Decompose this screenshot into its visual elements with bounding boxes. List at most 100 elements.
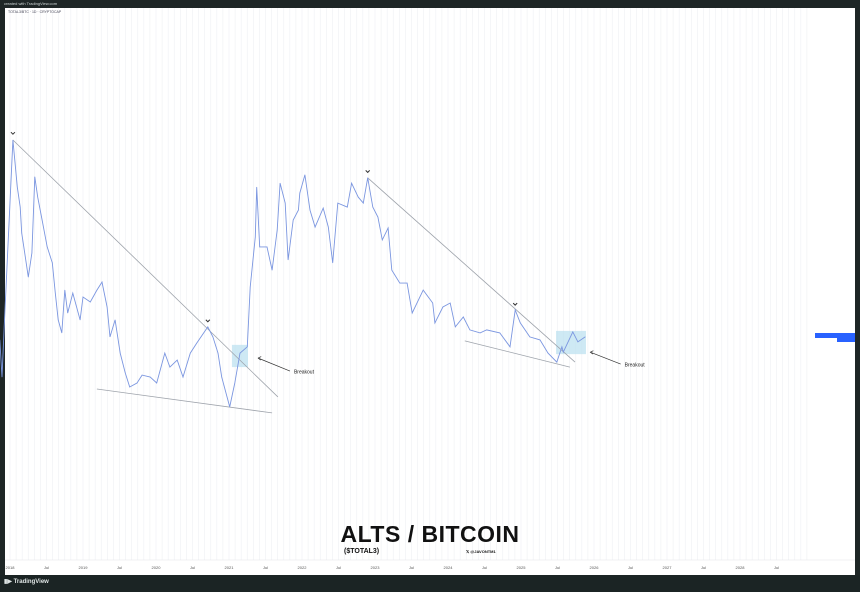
x-tick-label: Jul [336,565,341,570]
trendline [464,340,571,368]
data-point [556,361,558,363]
chevron-down-icon [365,170,371,174]
data-point [96,289,98,291]
data-point [141,374,143,376]
data-point [572,331,574,333]
tv-logo-icon: ▮▶ [4,579,14,585]
data-point [367,177,369,179]
data-point [229,406,231,408]
data-point [34,176,36,178]
data-point [46,246,48,248]
data-point [422,289,424,291]
data-point [299,192,301,194]
x-tick-label: Jul [263,565,268,570]
data-point [79,319,81,321]
x-tick-label: 2018 [6,565,16,570]
data-point [72,292,74,294]
data-point [314,226,316,228]
data-point [27,276,29,278]
data-point [19,206,21,208]
data-point [486,329,487,331]
breakout-label: Breakout [294,370,315,376]
data-point [249,286,251,288]
data-point [156,382,158,384]
data-point [217,352,219,354]
data-point [256,186,258,188]
x-tick-label: Jul [701,565,706,570]
data-point [221,376,222,378]
x-tick-label: Jul [44,565,49,570]
trendline [12,139,279,398]
data-point [164,352,166,354]
x-tick-label: Jul [409,565,414,570]
data-point [332,262,333,264]
data-point [322,207,324,209]
data-point [266,246,268,248]
data-point [463,316,464,318]
caption-bar: created with TradingView.com [0,0,860,8]
x-tick-label: Jul [117,565,122,570]
data-point [346,206,348,208]
data-point [279,182,281,184]
data-point [434,322,436,324]
x-tick-label: 2019 [79,565,89,570]
data-point [309,209,311,211]
data-point [259,246,260,248]
chevron-down-icon [205,319,211,323]
footer-bar: ▮▶ TradingView [0,575,860,592]
countdown-tag [837,338,855,342]
data-point [129,386,131,388]
breakout-label: Breakout [625,363,646,369]
data-point [577,341,579,343]
data-point [125,372,126,374]
data-point [25,256,26,258]
chart-subtitle: ($TOTAL3) [344,548,380,555]
data-point [351,182,352,184]
handle-text: @JAVONTM1 [470,549,496,554]
data-point [547,352,549,354]
highlight-zones [231,330,586,368]
data-point [1,376,3,378]
trendlines [12,139,576,414]
data-point [67,312,68,314]
data-point [449,302,451,304]
x-tick-label: 2020 [152,565,162,570]
pivot-markers [10,131,518,323]
data-point [17,186,18,188]
data-point [196,342,198,344]
data-point [169,366,171,368]
data-point [399,282,401,284]
data-point [304,174,306,176]
chart-title: ALTS / BITCOIN [340,521,520,547]
x-tick-label: 2024 [444,565,454,570]
x-tick-label: 2022 [298,565,308,570]
x-tick-label: 2023 [371,565,381,570]
arrowhead-icon [257,356,262,361]
data-point [372,206,374,208]
data-point [479,332,481,334]
data-point [563,351,564,353]
trendline [367,177,576,363]
data-point [411,312,413,314]
x-tick-label: 2028 [736,565,746,570]
data-point [114,319,116,321]
tradingview-logo[interactable]: ▮▶ TradingView [4,578,49,586]
symbol-legend[interactable]: TOTAL3/BTC · 1D · CRYPTOCAP [8,10,62,14]
data-point [190,352,191,354]
data-point [119,352,121,354]
data-point [363,202,364,204]
arrowhead-icon [589,350,594,355]
data-point [406,282,408,284]
data-point [61,332,63,334]
data-point [442,306,444,308]
breakout-zone [556,330,586,355]
x-tick-label: 2025 [517,565,527,570]
x-tick-label: 2027 [663,565,673,570]
data-point [357,196,359,198]
data-point [239,352,241,354]
data-point [136,382,138,384]
data-point [64,289,66,291]
price-series [0,139,586,408]
x-tick-label: Jul [774,565,779,570]
